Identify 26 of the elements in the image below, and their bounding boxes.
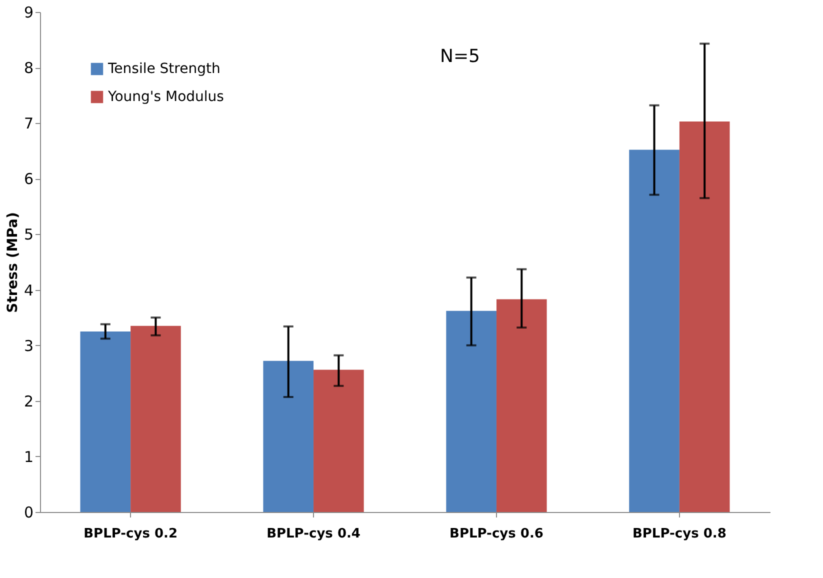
x-tick-label: BPLP-cys 0.8 <box>632 526 726 542</box>
y-tick-label: 2 <box>24 392 34 410</box>
bar <box>80 331 131 512</box>
bar <box>629 150 680 512</box>
x-tick-label: BPLP-cys 0.6 <box>450 526 544 542</box>
legend-label: Tensile Strength <box>107 61 220 77</box>
y-axis-title: Stress (MPa) <box>4 212 21 313</box>
bar <box>263 360 314 512</box>
bar <box>446 310 496 512</box>
y-tick-label: 5 <box>24 226 34 244</box>
annotation: N=5 <box>440 46 480 67</box>
legend-label: Young's Modulus <box>107 89 224 105</box>
bar <box>314 370 364 512</box>
y-tick-label: 4 <box>24 281 34 300</box>
y-tick-label: 7 <box>24 114 34 133</box>
x-tick-label: BPLP-cys 0.4 <box>266 526 360 542</box>
y-tick-label: 0 <box>24 504 34 522</box>
y-tick-label: 9 <box>24 4 34 22</box>
y-tick-label: 3 <box>24 336 34 355</box>
bar <box>679 121 730 512</box>
y-tick-label: 6 <box>24 170 34 188</box>
y-tick-label: 1 <box>24 448 34 466</box>
bar <box>496 299 547 512</box>
bar <box>130 326 181 512</box>
y-tick-label: 8 <box>24 59 34 78</box>
x-tick-label: BPLP-cys 0.2 <box>84 526 178 542</box>
